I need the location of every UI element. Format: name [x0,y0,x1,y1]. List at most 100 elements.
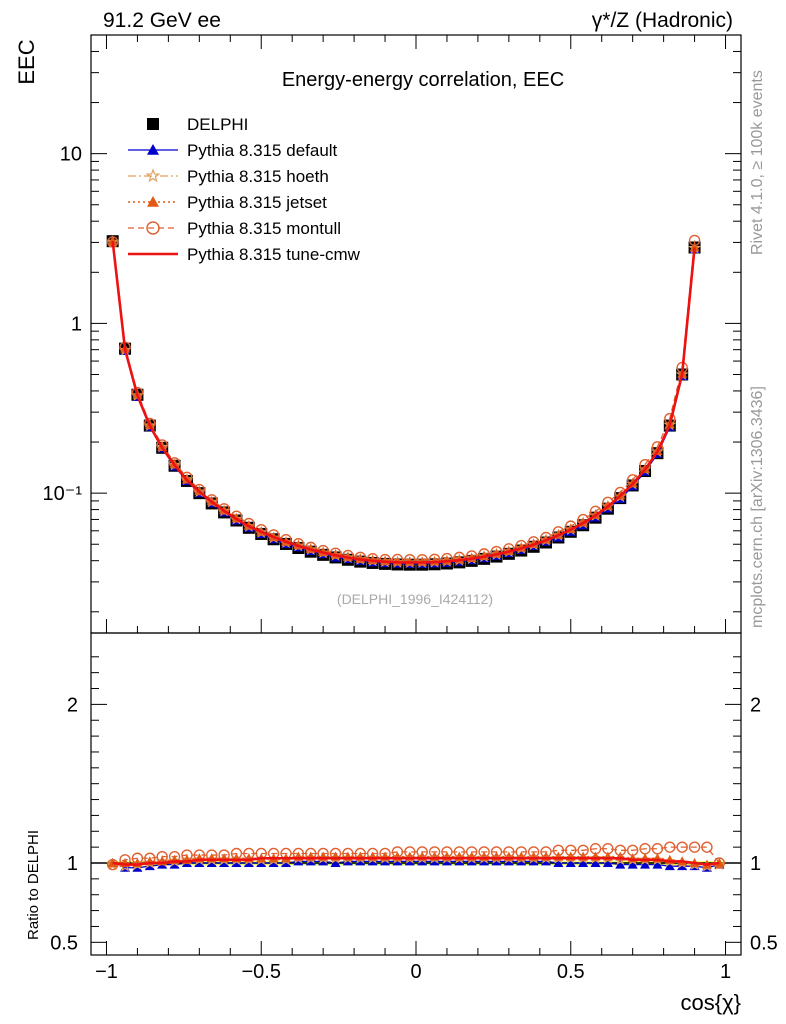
analysis-watermark: (DELPHI_1996_I424112) [337,591,493,607]
ratio-tick-label-right: 2 [750,694,761,716]
legend-label-pythia-8-315-default: Pythia 8.315 default [187,141,338,160]
mcplots-credit-label: mcplots.cern.ch [arXiv:1306.3436] [749,386,766,628]
x-tick-label: −1 [95,961,118,983]
pythia-8-315-montull-ratio-point [131,852,144,864]
pythia-8-315-montull-ratio-point [589,843,602,855]
pythia-8-315-default-ratio-point [652,859,663,869]
x-tick-label: 1 [720,961,731,983]
ratio-tick-label-right: 1 [750,853,761,875]
pythia-8-315-montull-main-point [193,483,206,496]
pythia-8-315-montull-main-point [181,471,193,484]
ratio-tick-label-left: 2 [67,694,78,716]
pythia-8-315-default-ratio-point [565,858,576,867]
pythia-8-315-montull-main-point [206,494,218,506]
axis-ticks: −1 −0.5 0 0.5 1 10⁻¹ 1 10 0.5 0.5 1 1 2 2 [43,34,778,983]
pythia-8-315-montull-main-point [354,551,366,564]
main-series-group [106,0,724,571]
pythia-8-315-montull-ratio-point [639,843,651,855]
pythia-8-315-montull-ratio-point [230,847,243,860]
legend-label-delphi: DELPHI [187,115,248,134]
pythia-8-315-montull-ratio-point [676,841,688,853]
pythia-8-315-default-ratio-point [602,858,613,867]
pythia-8-315-montull-main-point [503,543,515,555]
y-tick-label: 1 [71,313,82,335]
rivet-version-label: Rivet 4.1.0, ≥ 100k events [749,70,766,255]
pythia-8-315-montull-ratio-point [515,846,527,858]
y-axis-label: EEC [14,39,39,84]
pythia-8-315-montull-main-point [714,0,724,5]
process-label: γ*/Z (Hadronic) [592,9,733,32]
pythia-8-315-montull-ratio-point [466,846,478,858]
pythia-8-315-montull-ratio-point [156,850,168,863]
ratio-series-group [106,841,726,872]
x-tick-label: 0 [410,961,421,983]
legend-label-pythia-8-315-hoeth: Pythia 8.315 hoeth [187,167,329,186]
pythia-8-315-montull-ratio-point [552,844,565,857]
ratio-tick-label-left: 0.5 [50,932,78,954]
pythia-8-315-jetset-ratio-point [107,858,118,867]
pythia-8-315-montull-main-point [441,552,453,565]
pythia-8-315-montull-ratio-point [441,846,453,858]
pythia-8-315-montull-ratio-point [527,846,540,858]
pythia-8-315-default-ratio-point [330,858,341,867]
pythia-8-315-montull-ratio-point [701,841,713,853]
pythia-8-315-montull-ratio-point [626,844,639,857]
pythia-8-315-montull-main-point [416,553,428,566]
x-tick-label: 0.5 [557,961,585,983]
pythia-8-315-montull-main-line [112,240,696,561]
pythia-8-315-montull-main-point [391,553,404,566]
pythia-8-315-tune-cmw-main-line [111,241,696,564]
pythia-8-315-default-ratio-point [664,861,675,871]
pythia-8-315-montull-main-point [466,550,478,562]
legend-marker-pythia-8-315-jetset [147,196,159,207]
pythia-8-315-montull-ratio-line [112,846,720,866]
pythia-8-315-montull-main-point [428,553,441,565]
pythia-8-315-default-ratio-point [640,859,651,869]
pythia-8-315-montull-ratio-point [404,846,416,858]
plot-title: Energy-energy correlation, EEC [282,69,564,91]
pythia-8-315-montull-main-point [702,0,712,5]
pythia-8-315-montull-ratio-point [453,846,466,858]
pythia-8-315-montull-ratio-point [391,846,404,858]
y-tick-label: 10 [60,144,82,166]
pythia-8-315-montull-main-point [168,457,181,469]
pythia-8-315-montull-ratio-point [664,841,676,853]
y-tick-label: 10⁻¹ [43,483,83,505]
ratio-tick-label-left: 1 [67,853,78,875]
pythia-8-315-default-ratio-point [615,859,626,869]
x-tick-label: −0.5 [241,961,280,983]
pythia-8-315-montull-main-point [379,553,391,566]
pythia-8-315-default-ratio-point [590,858,601,867]
legend-label-pythia-8-315-montull: Pythia 8.315 montull [187,219,341,238]
pythia-8-315-montull-ratio-point [490,846,503,858]
pythia-8-315-tune-cmw-ratio-line [112,856,720,866]
pythia-8-315-default-main-line [112,241,696,565]
legend-label-pythia-8-315-tune-cmw: Pythia 8.315 tune-cmw [187,245,361,264]
legend-label-pythia-8-315-jetset: Pythia 8.315 jetset [187,193,327,212]
pythia-8-315-montull-main-point [144,417,156,430]
legend-marker-pythia-8-315-default [147,144,159,155]
x-axis-label: cos{χ} [681,990,741,1015]
pythia-8-315-default-ratio-point [553,858,564,867]
pythia-8-315-montull-ratio-point [651,843,664,855]
legend: DELPHI Pythia 8.315 default Pythia 8.315 h… [128,115,361,264]
pythia-8-315-montull-ratio-point [181,849,193,861]
energy-label: 91.2 GeV ee [103,9,221,32]
pythia-8-315-montull-ratio-point [428,846,441,858]
pythia-8-315-montull-main-point [404,553,416,566]
pythia-8-315-montull-ratio-point [503,846,515,858]
ratio-axis-label: Ratio to DELPHI [25,830,42,940]
pythia-8-315-montull-ratio-point [602,843,614,855]
ratio-panel-frame [90,632,742,956]
pythia-8-315-default-ratio-point [627,859,638,869]
pythia-8-315-montull-ratio-point [614,844,626,857]
pythia-8-315-montull-main-point [688,234,701,247]
pythia-8-315-montull-ratio-point [540,846,552,858]
pythia-8-315-montull-ratio-point [565,844,577,857]
pythia-8-315-jetset-main-point [107,236,118,246]
pythia-8-315-montull-main-point [490,545,503,558]
pythia-8-315-montull-ratio-point [688,841,701,853]
pythia-8-315-montull-ratio-point [416,846,428,858]
ratio-tick-label-right: 0.5 [750,932,778,954]
